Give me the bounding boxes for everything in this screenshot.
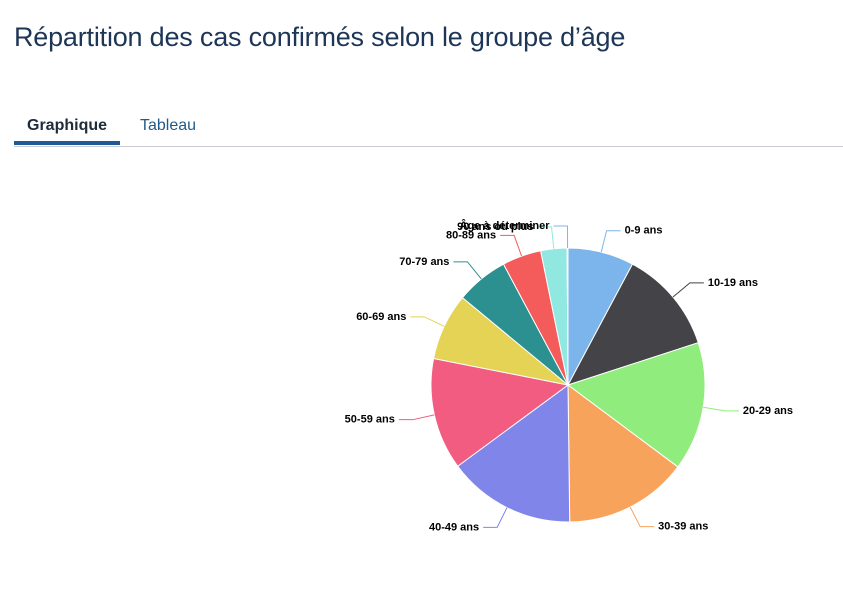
pie-slice bbox=[567, 383, 679, 523]
data-label: 50-59 ans bbox=[345, 414, 395, 426]
connector bbox=[483, 507, 508, 528]
data-label: 10-19 ans bbox=[708, 277, 758, 289]
pie-slice bbox=[456, 384, 571, 523]
connector bbox=[537, 226, 555, 249]
connector bbox=[398, 414, 435, 421]
tab[interactable]: Tableau bbox=[140, 117, 197, 134]
data-label: 30-39 ans bbox=[658, 521, 708, 533]
data-label: 20-29 ans bbox=[743, 405, 793, 417]
data-label: 60-69 ans bbox=[356, 311, 406, 323]
tab[interactable]: Graphique bbox=[14, 117, 121, 145]
page-title: Répartition des cas confirmés selon le g… bbox=[14, 22, 626, 52]
connector bbox=[600, 230, 621, 253]
pie-slice bbox=[566, 263, 699, 386]
pie-slice bbox=[430, 357, 570, 467]
data-label: 70-79 ans bbox=[399, 256, 449, 268]
connector bbox=[500, 234, 523, 257]
data-label: 40-49 ans bbox=[429, 521, 479, 533]
data-label: 90 ans ou plus bbox=[457, 221, 533, 233]
connector bbox=[410, 316, 445, 327]
connector bbox=[629, 506, 655, 528]
data-label: 0-9 ans bbox=[625, 225, 663, 237]
pie-slice bbox=[566, 247, 569, 386]
connector bbox=[703, 406, 739, 412]
connector bbox=[672, 282, 704, 298]
tab-bar: Graphique Tableau bbox=[14, 112, 843, 147]
connector bbox=[453, 261, 482, 280]
connector bbox=[553, 225, 569, 249]
data-label: 80-89 ans bbox=[446, 229, 496, 241]
data-label: Âge à déterminer bbox=[460, 219, 551, 232]
